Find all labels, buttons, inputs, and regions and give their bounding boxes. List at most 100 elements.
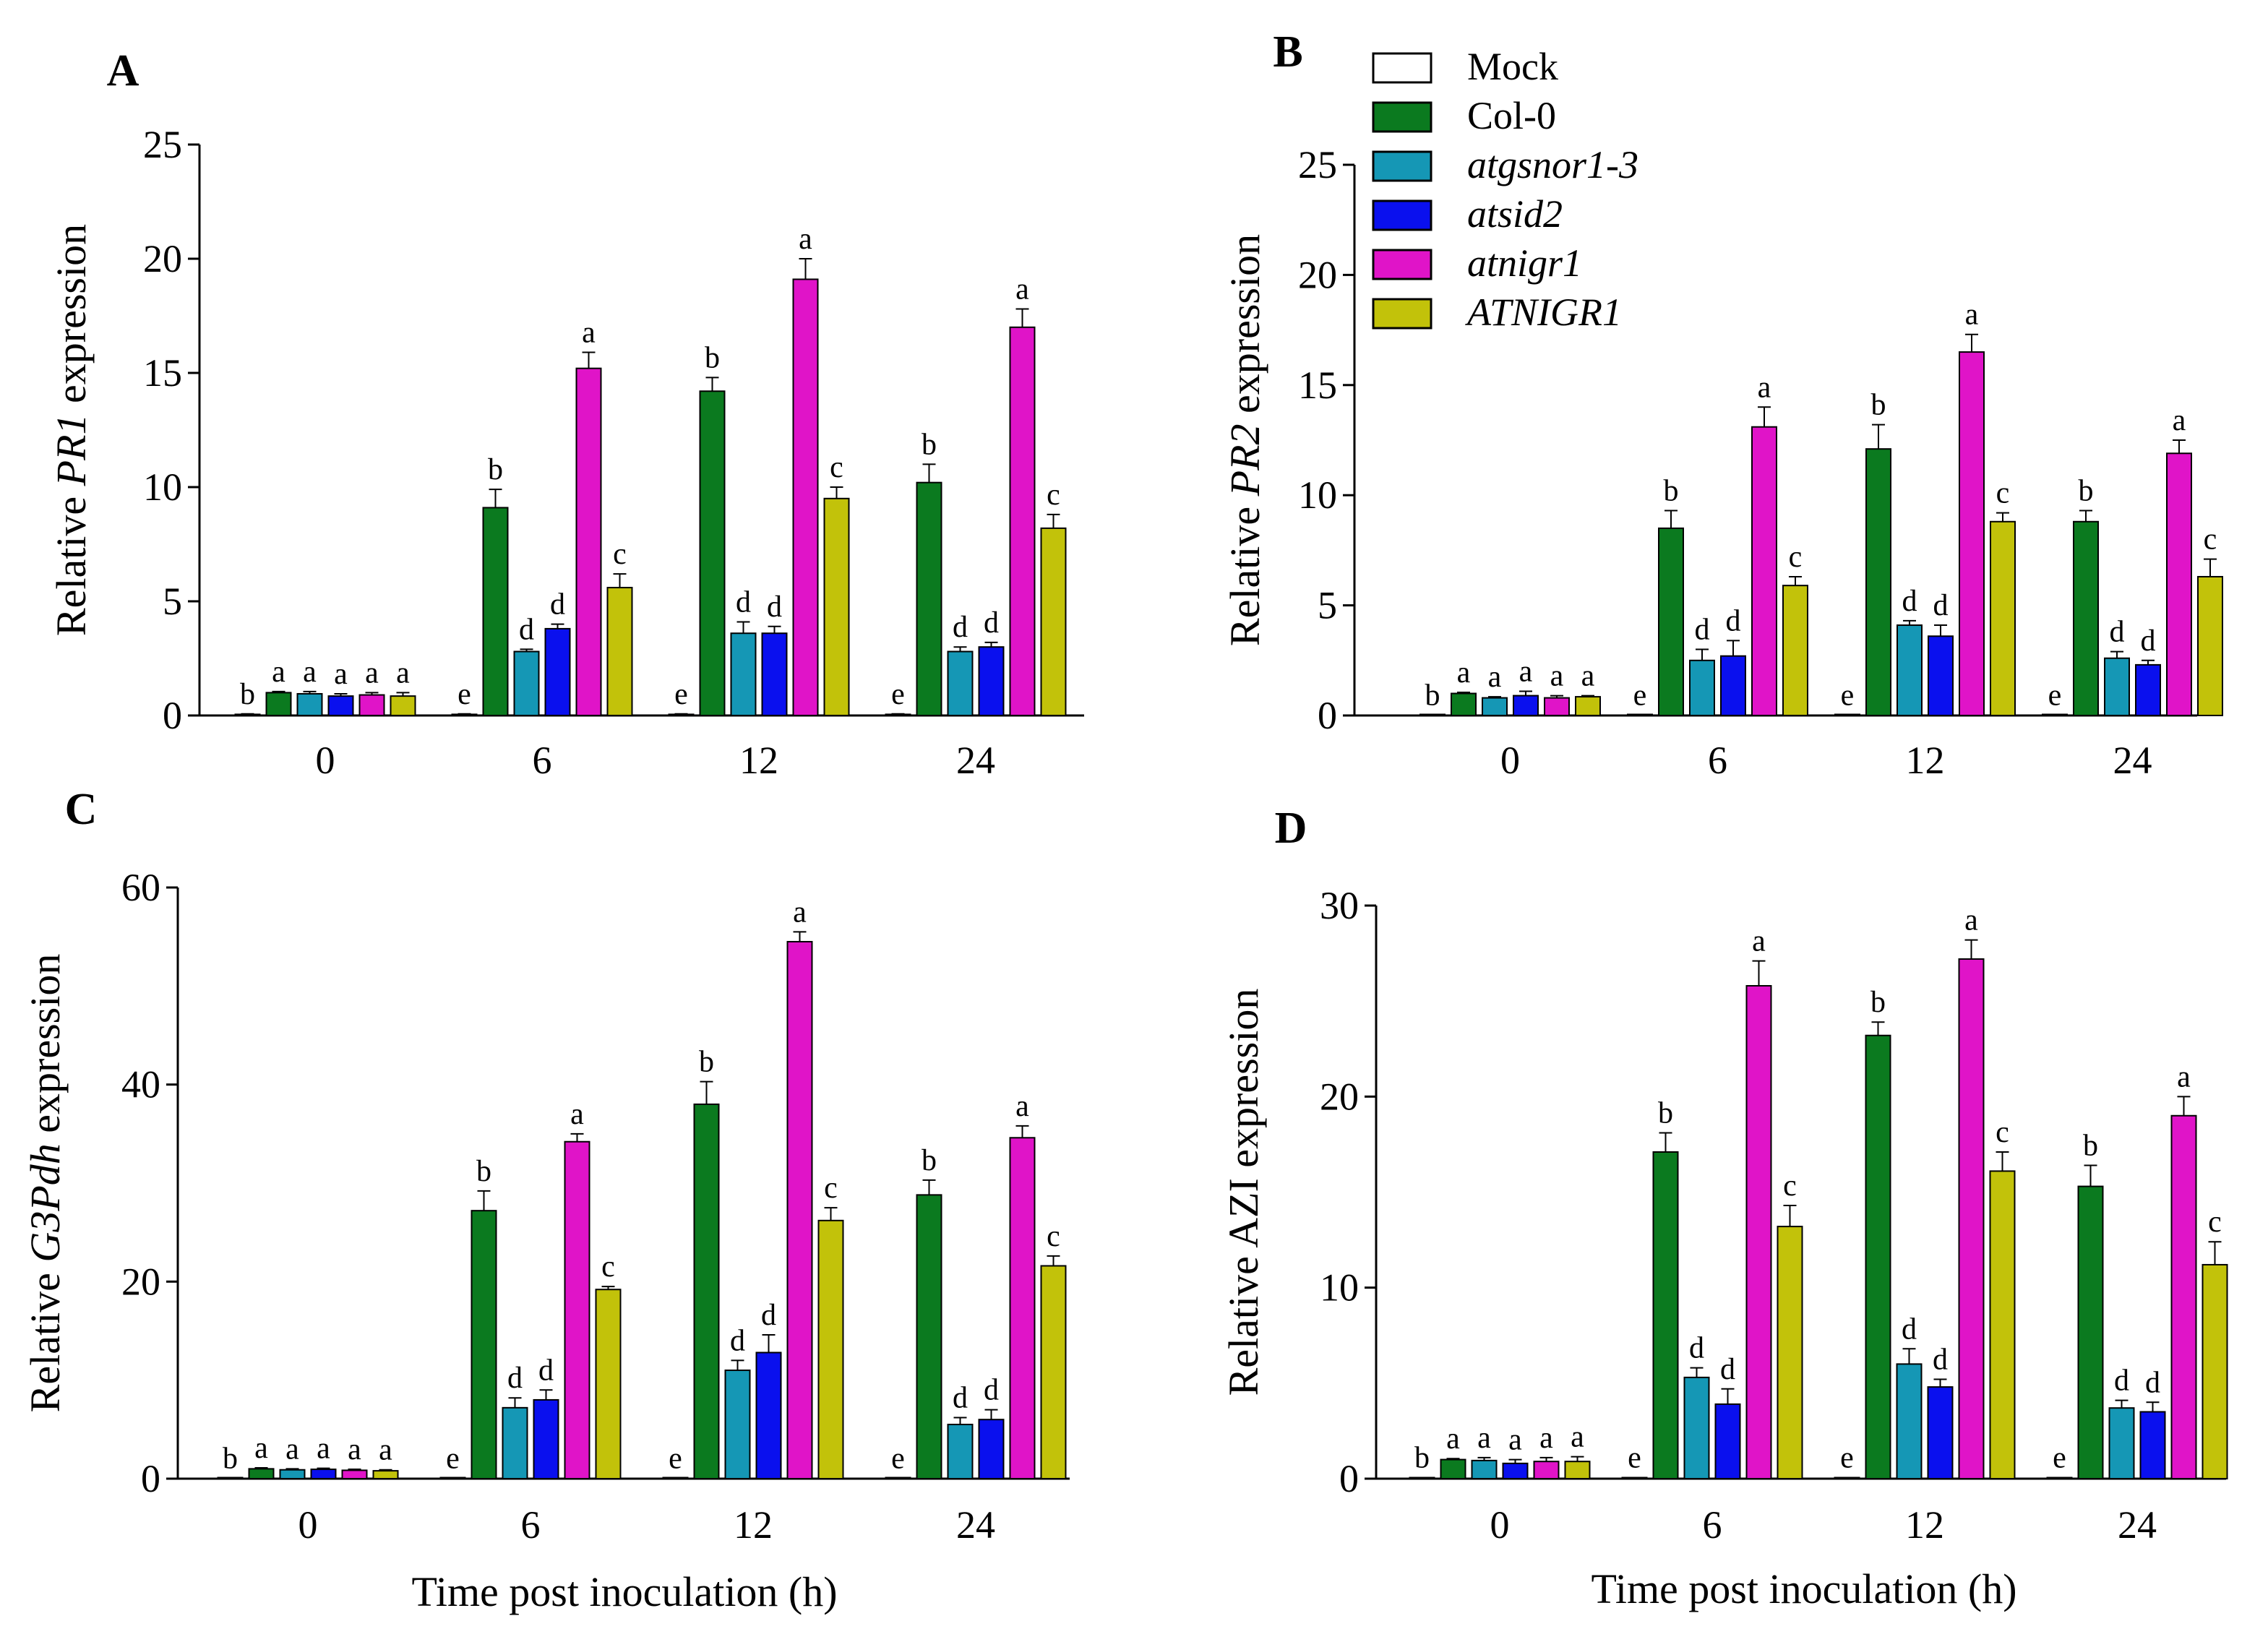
significance-letter: d [1720, 1353, 1735, 1386]
bar-atgsnor1-3 [502, 1406, 528, 1479]
significance-letter: e [446, 1442, 460, 1475]
bar-atgsnor1-3 [296, 692, 323, 716]
y-axis-title-suffix: expression [48, 224, 95, 414]
x-tick-label: 24 [956, 1503, 995, 1547]
significance-letter: c [613, 538, 627, 571]
x-axis-title: Time post inoculation (h) [1591, 1565, 2016, 1612]
x-axis-title: Time post inoculation (h) [411, 1568, 837, 1615]
bar-atgsnor1-3 [2108, 1407, 2135, 1479]
y-tick-label: 0 [1318, 694, 1337, 737]
y-tick-label: 0 [163, 694, 182, 737]
significance-letter: b [488, 453, 503, 486]
bar-col-0 [1440, 1458, 1466, 1479]
bar-atsid2 [544, 627, 571, 716]
significance-letter: a [1539, 1422, 1553, 1455]
significance-letter: a [793, 895, 807, 929]
legend-label: Col-0 [1467, 94, 1556, 137]
significance-letter: e [1841, 679, 1855, 712]
bar-atnigr1 [1990, 520, 2016, 716]
significance-letter: b [1425, 679, 1440, 712]
y-axis-title: Relative PR1 expression [48, 224, 95, 636]
panel-letter: C [65, 785, 98, 834]
significance-letter: d [2145, 1366, 2160, 1399]
x-tick-label: 24 [2118, 1503, 2157, 1547]
x-tick-label: 6 [521, 1503, 541, 1547]
significance-letter: a [1519, 655, 1533, 688]
bar-col-0 [699, 390, 726, 717]
x-tick-label: 12 [1906, 739, 1945, 782]
bar-mock [885, 1476, 911, 1479]
legend-label: Mock [1467, 45, 1558, 88]
bar-atgsnor1-3 [1689, 659, 1715, 716]
bar-mock [662, 1476, 689, 1479]
significance-letter: d [736, 585, 751, 619]
significance-letter: a [285, 1432, 299, 1466]
significance-letter: d [2141, 624, 2156, 658]
bar-mock [1627, 713, 1653, 716]
bar-atnigr1 [358, 694, 385, 716]
bar-atsid2 [1714, 1403, 1741, 1480]
significance-letter: a [365, 656, 379, 689]
bar-mock [439, 1476, 466, 1479]
significance-letter: a [1550, 660, 1564, 693]
y-tick-label: 5 [1318, 584, 1337, 627]
y-tick-label: 20 [143, 237, 182, 280]
bar-atgsnor1-3 [1897, 624, 1923, 716]
x-tick-label: 12 [1905, 1503, 1944, 1547]
significance-letter: d [1902, 585, 1917, 618]
significance-letter: c [601, 1250, 615, 1284]
bar-atnigr1 [1009, 1137, 1036, 1479]
significance-letter: b [2083, 1129, 2098, 1162]
significance-letter: d [1689, 1332, 1704, 1365]
y-tick-label: 25 [1298, 143, 1337, 186]
significance-letter: b [705, 341, 720, 374]
significance-letter: a [1571, 1421, 1584, 1454]
significance-letter: d [984, 1374, 999, 1407]
bar-atnigr1 [786, 940, 813, 1479]
bar-atsid2 [1513, 695, 1539, 716]
significance-letter: b [223, 1442, 238, 1475]
panel-letter: A [107, 46, 139, 95]
bar-atsid2 [2139, 1411, 2166, 1479]
bar-atgsnor1-3 [513, 650, 540, 717]
significance-letter: a [1964, 904, 1978, 937]
y-tick-label: 20 [1298, 253, 1337, 296]
legend-label: atnigr1 [1467, 241, 1582, 285]
significance-letter: c [1047, 478, 1060, 512]
x-tick-label: 0 [1490, 1503, 1510, 1547]
significance-letter: d [538, 1354, 554, 1387]
x-tick-label: 0 [1500, 739, 1520, 782]
bar-atnigr1 [1958, 958, 1985, 1479]
significance-letter: a [1015, 1090, 1029, 1123]
significance-letter: d [1902, 1312, 1917, 1346]
x-tick-label: 12 [739, 739, 778, 782]
significance-letter: a [396, 656, 410, 689]
significance-letter: b [1870, 986, 1886, 1019]
significance-letter: a [1758, 371, 1771, 404]
bar-atsid2 [1928, 635, 1954, 716]
bar-atgsnor1-3 [724, 1370, 751, 1479]
significance-letter: c [2208, 1205, 2222, 1239]
significance-letter: b [240, 678, 255, 711]
y-axis-title-prefix: Relative [1220, 1248, 1267, 1396]
significance-letter: d [1933, 1344, 1948, 1377]
significance-letter: a [570, 1098, 584, 1131]
bar-atgsnor1-3 [2104, 657, 2130, 717]
y-tick-label: 20 [121, 1260, 160, 1303]
bar-mock [2046, 1476, 2073, 1479]
y-tick-label: 40 [121, 1063, 160, 1106]
significance-letter: d [984, 606, 999, 640]
significance-letter: a [334, 658, 348, 691]
bar-col-0 [1451, 692, 1477, 717]
x-tick-label: 0 [298, 1503, 318, 1547]
bar-atnigr1 [606, 587, 633, 716]
significance-letter: d [761, 1299, 776, 1332]
bar-atnigr1 [1782, 585, 1808, 717]
bar-atnigr1 [1544, 697, 1570, 717]
significance-letter: b [1658, 1097, 1673, 1130]
x-tick-label: 24 [956, 739, 995, 782]
bar-atsid2 [978, 1419, 1005, 1479]
